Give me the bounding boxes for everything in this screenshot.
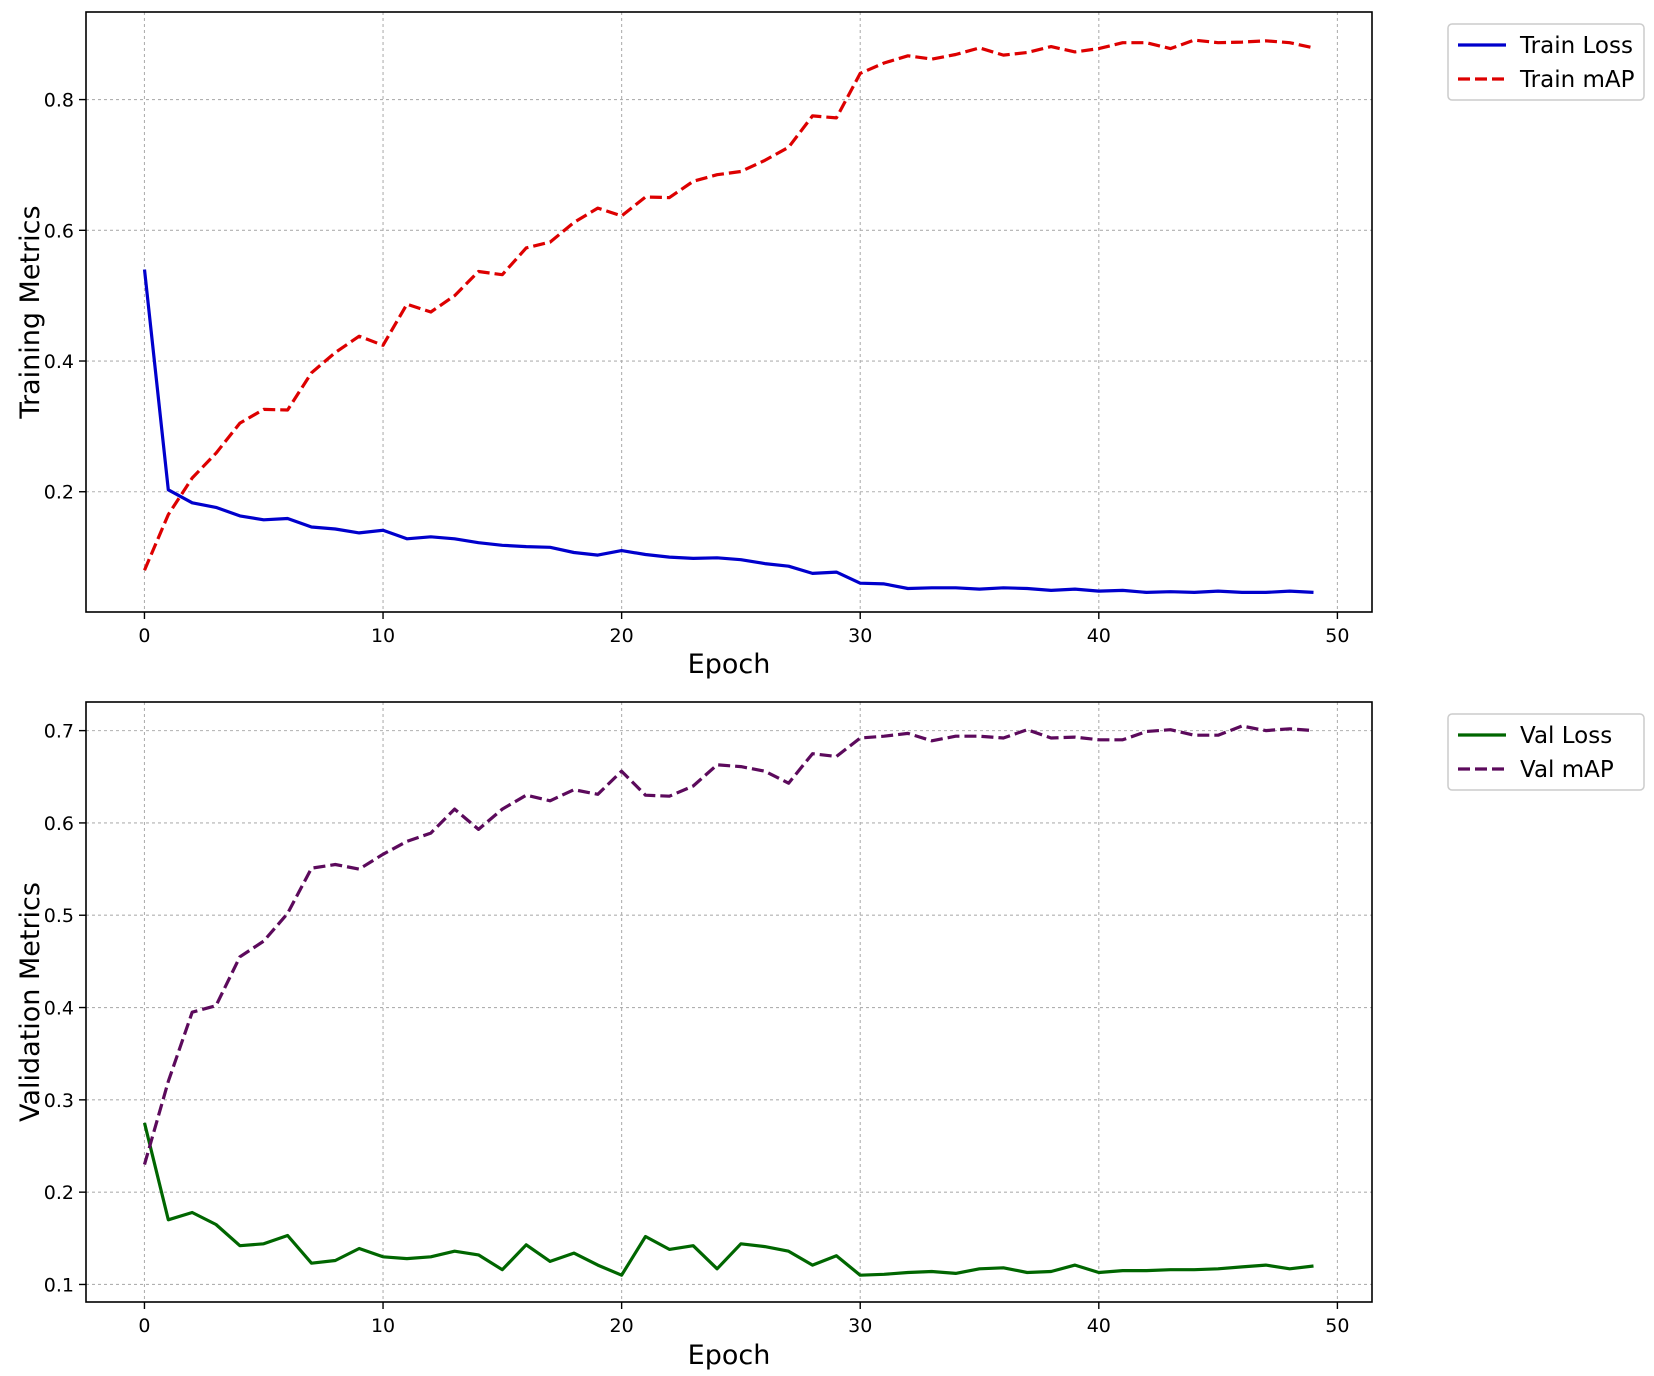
y-tick-label: 0.5 [44,905,74,927]
validation-grid [86,702,1372,1302]
validation-x-axis-label: Epoch [688,1340,771,1371]
validation-series [142,724,1314,1277]
y-tick-label: 0.2 [44,1182,74,1204]
x-tick-label: 50 [1325,1315,1349,1337]
training-grid [86,12,1372,612]
series-line-val-loss [142,1122,1314,1277]
x-tick-label: 0 [138,1315,150,1337]
y-tick-label: 0.3 [44,1090,74,1112]
training-x-ticks: 0 10 20 30 40 50 [138,612,1349,647]
training-x-axis-label: Epoch [688,649,771,680]
x-tick-label: 30 [848,625,872,647]
legend-train-map-label: Train mAP [1519,67,1635,93]
validation-x-ticks: 0 10 20 30 40 50 [138,1302,1349,1337]
x-tick-label: 30 [848,1315,872,1337]
series-line-val-map [142,724,1314,1165]
series-line-train-loss [142,269,1314,595]
legend-train-loss-label: Train Loss [1519,33,1633,59]
x-tick-label: 0 [138,625,150,647]
x-tick-label: 20 [610,625,634,647]
x-tick-label: 50 [1325,625,1349,647]
y-tick-label: 0.2 [44,482,74,504]
x-tick-label: 10 [371,1315,395,1337]
legend-val-map-label: Val mAP [1520,757,1614,783]
validation-legend-box [1447,713,1645,791]
validation-y-axis-label: Validation Metrics [15,882,46,1122]
validation-plot-frame [85,701,1373,1303]
legend-val-loss-label: Val Loss [1520,723,1612,749]
y-tick-label: 0.7 [44,721,74,743]
training-legend: Train Loss Train mAP [1447,23,1645,101]
training-legend-box [1447,23,1645,101]
y-tick-label: 0.4 [44,351,74,373]
training-y-ticks: 0.2 0.4 0.6 0.8 [44,90,86,504]
training-metrics-panel: 0 10 20 30 40 50 0.2 0.4 0.6 0.8 Epoch Training … [15,11,1645,680]
x-tick-label: 40 [1087,625,1111,647]
validation-legend: Val Loss Val mAP [1447,713,1645,791]
y-tick-label: 0.6 [44,813,74,835]
y-tick-label: 0.1 [44,1274,74,1296]
validation-y-ticks: 0.1 0.2 0.3 0.4 0.5 0.6 0.7 [44,721,86,1296]
training-series [142,38,1314,595]
training-y-axis-label: Training Metrics [15,205,46,419]
x-tick-label: 40 [1087,1315,1111,1337]
x-tick-label: 20 [610,1315,634,1337]
y-tick-label: 0.6 [44,220,74,242]
x-tick-label: 10 [371,625,395,647]
series-line-train-map [143,38,1314,571]
training-plot-frame [85,11,1373,613]
y-tick-label: 0.8 [44,90,74,112]
y-tick-label: 0.4 [44,998,74,1020]
validation-metrics-panel: 0 10 20 30 40 50 0.10.20.30.40.50.60.7 Epoch … [15,701,1645,1371]
